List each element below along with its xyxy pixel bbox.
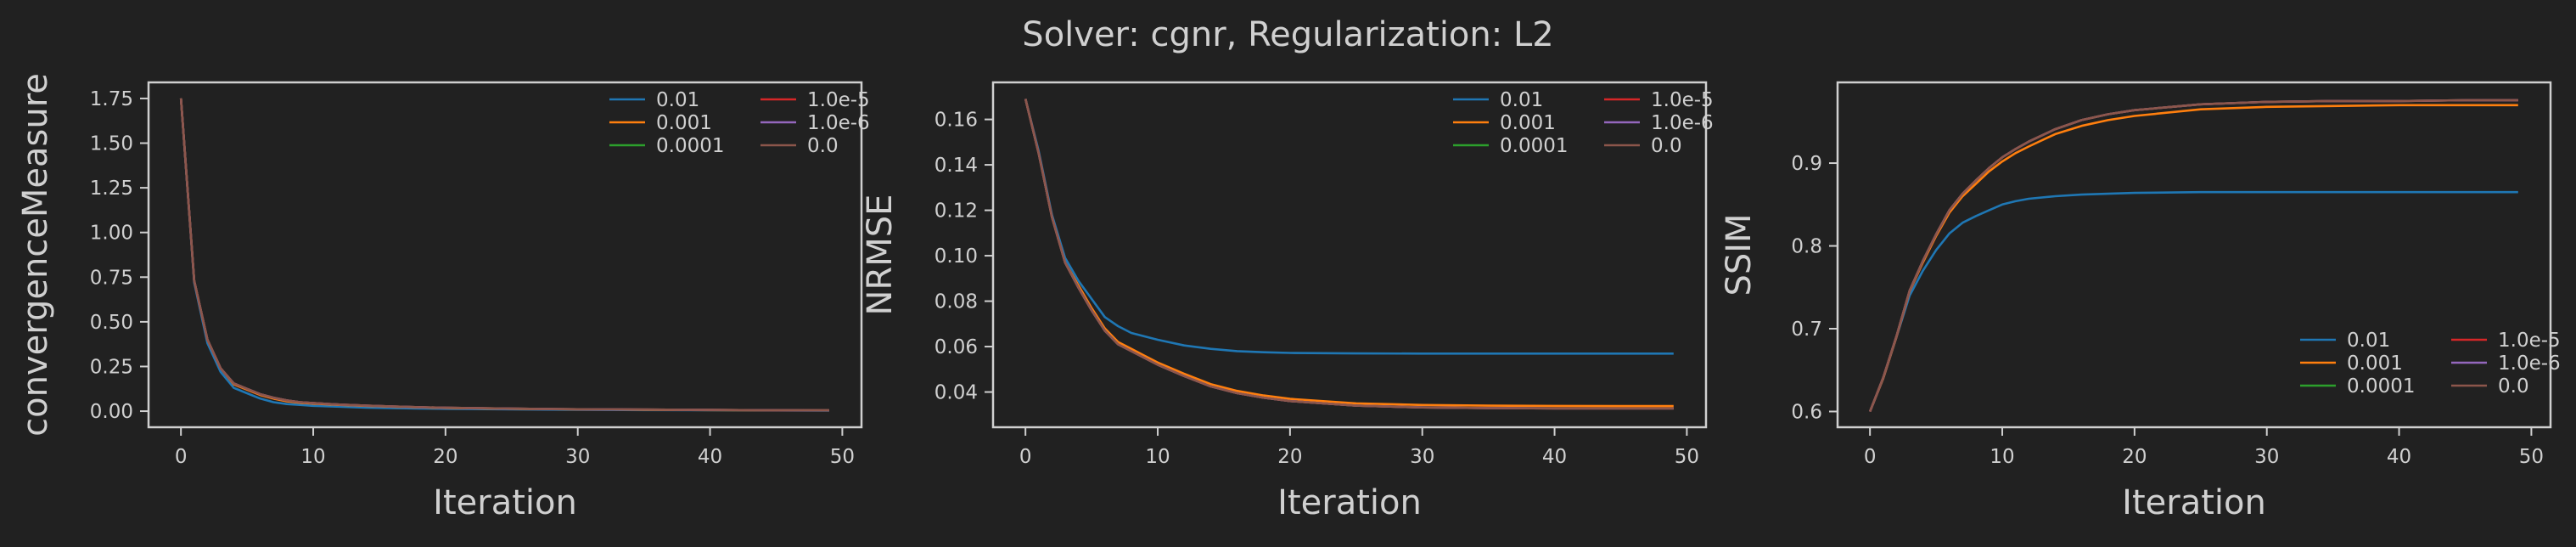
- y-tick-label: 0.04: [934, 382, 978, 404]
- x-tick-label: 50: [2519, 446, 2544, 468]
- x-tick-label: 40: [698, 446, 722, 468]
- y-axis-label: NRMSE: [861, 195, 900, 316]
- legend-label: 0.0: [807, 135, 839, 157]
- x-axis-label: Iteration: [433, 483, 577, 522]
- y-tick-label: 0.50: [90, 312, 133, 334]
- series-line-0.0: [179, 98, 829, 412]
- legend-label: 0.0001: [656, 135, 724, 157]
- y-tick-label: 0.7: [1791, 319, 1822, 341]
- series-line-1.0e-6: [1024, 99, 1674, 410]
- y-tick-label: 0.14: [934, 155, 978, 177]
- y-axis-label: convergenceMeasure: [16, 73, 55, 437]
- legend-label: 0.0001: [2347, 375, 2415, 398]
- series-line-0.0001: [1868, 99, 2518, 412]
- axes-frame: [991, 81, 1708, 429]
- y-tick-label: 0.00: [90, 401, 133, 423]
- x-tick-label: 50: [830, 446, 855, 468]
- legend-label: 0.01: [2347, 330, 2390, 352]
- x-tick-label: 30: [2254, 446, 2279, 468]
- series-line-0.01: [1868, 190, 2518, 412]
- series-line-1.0e-5: [179, 98, 829, 412]
- x-tick-label: 10: [300, 446, 325, 468]
- x-tick-label: 20: [1277, 446, 1302, 468]
- y-tick-label: 1.75: [90, 88, 133, 110]
- chart-panel-2: 0 10 20 30 40 50 0.04 0.06 0.08 0.10 0.12 0.14 0.16 I…: [861, 81, 1714, 522]
- y-tick-label: 0.16: [934, 110, 978, 132]
- x-tick-label: 40: [2387, 446, 2411, 468]
- x-tick-label: 0: [1864, 446, 1877, 468]
- y-axis-label: SSIM: [1720, 213, 1759, 296]
- y-tick-label: 0.12: [934, 200, 978, 223]
- x-tick-label: 30: [1410, 446, 1434, 468]
- x-tick-label: 0: [175, 446, 188, 468]
- legend-label: 0.001: [656, 112, 712, 134]
- y-tick-label: 0.10: [934, 245, 978, 268]
- y-tick-label: 0.25: [90, 356, 133, 378]
- y-tick-label: 0.75: [90, 267, 133, 289]
- series-line-1.0e-5: [1024, 99, 1674, 410]
- series-line-1.0e-6: [1868, 99, 2518, 412]
- series-line-0.0001: [179, 98, 829, 412]
- series-line-0.01: [179, 98, 829, 412]
- y-tick-label: 0.8: [1791, 236, 1822, 258]
- series-line-0.0: [1024, 99, 1674, 410]
- axes-frame: [1836, 81, 2552, 429]
- legend-label: 1.0e-6: [1651, 112, 1714, 134]
- legend-label: 0.0: [1651, 135, 1682, 157]
- series-line-0.001: [179, 98, 829, 412]
- x-tick-label: 0: [1019, 446, 1032, 468]
- legend-label: 1.0e-5: [807, 89, 870, 111]
- y-tick-label: 1.00: [90, 223, 133, 245]
- x-tick-label: 40: [1542, 446, 1567, 468]
- y-tick-label: 0.08: [934, 291, 978, 313]
- x-tick-label: 50: [1675, 446, 1699, 468]
- series-line-0.0001: [1024, 99, 1674, 410]
- legend-label: 0.0: [2498, 375, 2529, 398]
- legend-label: 0.0001: [1500, 135, 1568, 157]
- x-tick-label: 10: [1145, 446, 1170, 468]
- series-line-0.01: [1024, 99, 1674, 355]
- figure-title: Solver: cgnr, Regularization: L2: [1022, 15, 1554, 54]
- axes-frame: [147, 81, 863, 429]
- series-line-0.001: [1868, 104, 2518, 412]
- series-line-1.0e-6: [179, 98, 829, 412]
- y-tick-label: 1.25: [90, 178, 133, 200]
- y-tick-label: 0.9: [1791, 153, 1822, 175]
- legend-label: 1.0e-6: [807, 112, 870, 134]
- x-tick-label: 20: [2122, 446, 2147, 468]
- legend-label: 0.01: [656, 89, 699, 111]
- legend-label: 0.001: [2347, 352, 2403, 375]
- legend-label: 0.001: [1500, 112, 1556, 134]
- legend-label: 1.0e-5: [2498, 330, 2561, 352]
- x-axis-label: Iteration: [1277, 483, 1422, 522]
- x-tick-label: 20: [433, 446, 457, 468]
- x-tick-label: 10: [1990, 446, 2014, 468]
- y-tick-label: 0.06: [934, 336, 978, 358]
- legend-label: 1.0e-6: [2498, 352, 2561, 375]
- y-tick-label: 0.6: [1791, 401, 1822, 423]
- series-line-1.0e-5: [1868, 99, 2518, 412]
- x-axis-label: Iteration: [2122, 483, 2266, 522]
- x-tick-label: 30: [565, 446, 590, 468]
- y-tick-label: 1.50: [90, 133, 133, 155]
- chart-panel-1: 0 10 20 30 40 50 0.00 0.25 0.50 0.75 1.00 1.25 1.50 1…: [16, 73, 870, 522]
- chart-panel-3: 0 10 20 30 40 500.60.70.80.9IterationSSIM0.01…: [1720, 81, 2561, 522]
- series-line-0.0: [1868, 99, 2518, 412]
- legend-label: 0.01: [1500, 89, 1543, 111]
- legend-label: 1.0e-5: [1651, 89, 1714, 111]
- series-line-0.001: [1024, 99, 1674, 408]
